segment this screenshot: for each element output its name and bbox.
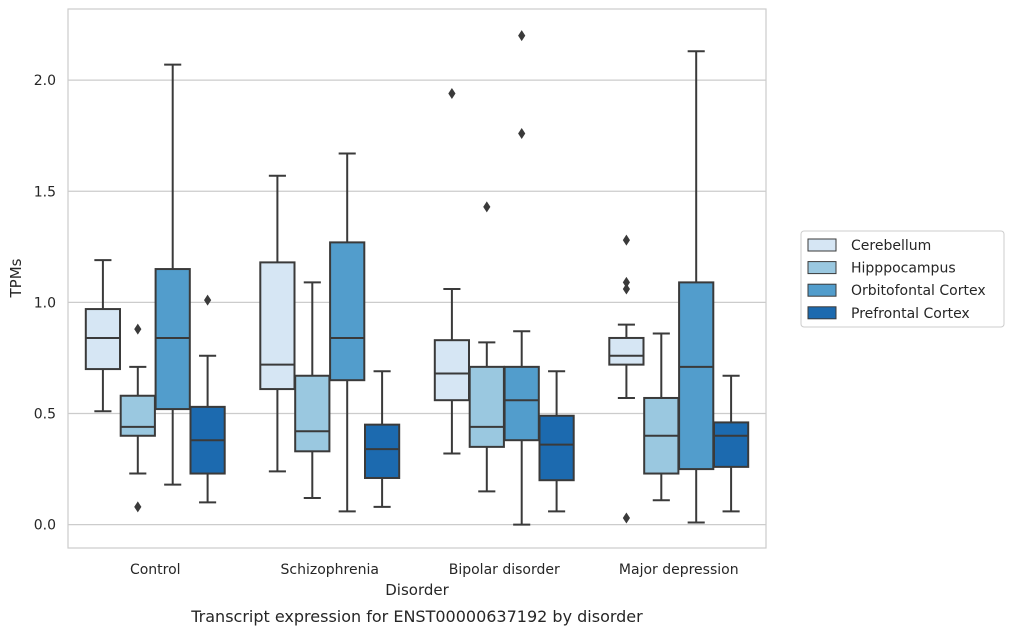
box-iqr bbox=[363, 423, 401, 479]
legend-swatch bbox=[807, 238, 837, 252]
box-iqr bbox=[468, 365, 505, 448]
box-iqr bbox=[259, 261, 296, 391]
box-cerebellum bbox=[259, 174, 296, 473]
outlier-point bbox=[622, 512, 630, 524]
legend-swatch bbox=[807, 261, 837, 275]
box-cerebellum bbox=[84, 259, 122, 413]
legend-swatch bbox=[807, 283, 837, 297]
outlier-point bbox=[622, 234, 630, 246]
box-orbitofontal-cortex bbox=[329, 152, 366, 513]
y-tick-label: 1.0 bbox=[34, 295, 56, 311]
legend-label: Hipppocampus bbox=[851, 261, 956, 277]
box-iqr bbox=[329, 241, 366, 382]
y-tick-label: 0.5 bbox=[34, 407, 56, 423]
outlier-point bbox=[448, 87, 456, 99]
outlier-point bbox=[622, 283, 630, 295]
y-tick-label: 2.0 bbox=[34, 73, 56, 89]
x-tick-label: Major depression bbox=[619, 562, 739, 578]
y-axis-ticks: 0.0 0.5 1.0 1.5 2.0 bbox=[34, 73, 56, 534]
legend-frame bbox=[800, 230, 1005, 328]
box-iqr bbox=[503, 365, 540, 442]
legend-swatch bbox=[807, 306, 837, 320]
outlier-point bbox=[518, 30, 526, 42]
y-axis-label: TPMs bbox=[7, 258, 25, 298]
outlier-point bbox=[134, 323, 142, 335]
legend: Cerebellum Hipppocampus Orbitofontal Corte… bbox=[800, 230, 1005, 328]
box-prefrontal-cortex bbox=[189, 294, 226, 504]
plot-frame bbox=[67, 8, 767, 549]
legend-item: Cerebellum bbox=[807, 238, 931, 254]
legend-item: Prefrontal Cortex bbox=[807, 306, 970, 322]
x-tick-label: Control bbox=[130, 562, 181, 578]
legend-item: Hipppocampus bbox=[807, 261, 956, 277]
box-iqr bbox=[433, 339, 471, 402]
box-iqr bbox=[608, 336, 645, 366]
box-hipppocampus bbox=[294, 281, 331, 499]
box-cerebellum bbox=[433, 87, 471, 455]
y-tick-label: 1.5 bbox=[34, 184, 56, 200]
box-hipppocampus bbox=[468, 201, 505, 493]
legend-label: Prefrontal Cortex bbox=[851, 306, 970, 322]
x-tick-label: Bipolar disorder bbox=[449, 562, 560, 578]
box-orbitofontal-cortex bbox=[503, 30, 540, 526]
box-iqr bbox=[538, 414, 575, 482]
outlier-point bbox=[483, 201, 491, 213]
legend-label: Orbitofontal Cortex bbox=[851, 283, 986, 299]
box-iqr bbox=[678, 281, 715, 471]
box-prefrontal-cortex bbox=[712, 374, 750, 513]
box-iqr bbox=[294, 374, 331, 453]
x-tick-label: Schizophrenia bbox=[281, 562, 379, 578]
legend-label: Cerebellum bbox=[851, 238, 931, 254]
chart-caption: Transcript expression for ENST0000063719… bbox=[190, 607, 643, 626]
box-hipppocampus bbox=[643, 332, 680, 502]
box-hipppocampus bbox=[119, 323, 156, 513]
x-axis-label: Disorder bbox=[385, 581, 449, 599]
outlier-point bbox=[518, 127, 526, 139]
box-cerebellum bbox=[608, 234, 645, 524]
box-plot-area bbox=[84, 30, 750, 526]
box-iqr bbox=[119, 394, 156, 437]
legend-item: Orbitofontal Cortex bbox=[807, 283, 986, 299]
box-orbitofontal-cortex bbox=[154, 63, 191, 486]
box-prefrontal-cortex bbox=[363, 370, 401, 508]
outlier-point bbox=[204, 294, 212, 306]
y-tick-label: 0.0 bbox=[34, 518, 56, 534]
x-axis-ticks: Control Schizophrenia Bipolar disorder Majo… bbox=[130, 562, 739, 578]
box-iqr bbox=[712, 421, 750, 468]
outlier-point bbox=[134, 501, 142, 513]
box-iqr bbox=[84, 308, 122, 371]
box-orbitofontal-cortex bbox=[678, 50, 715, 524]
box-prefrontal-cortex bbox=[538, 370, 575, 513]
box-iqr bbox=[154, 268, 191, 411]
outlier-point bbox=[622, 276, 630, 288]
